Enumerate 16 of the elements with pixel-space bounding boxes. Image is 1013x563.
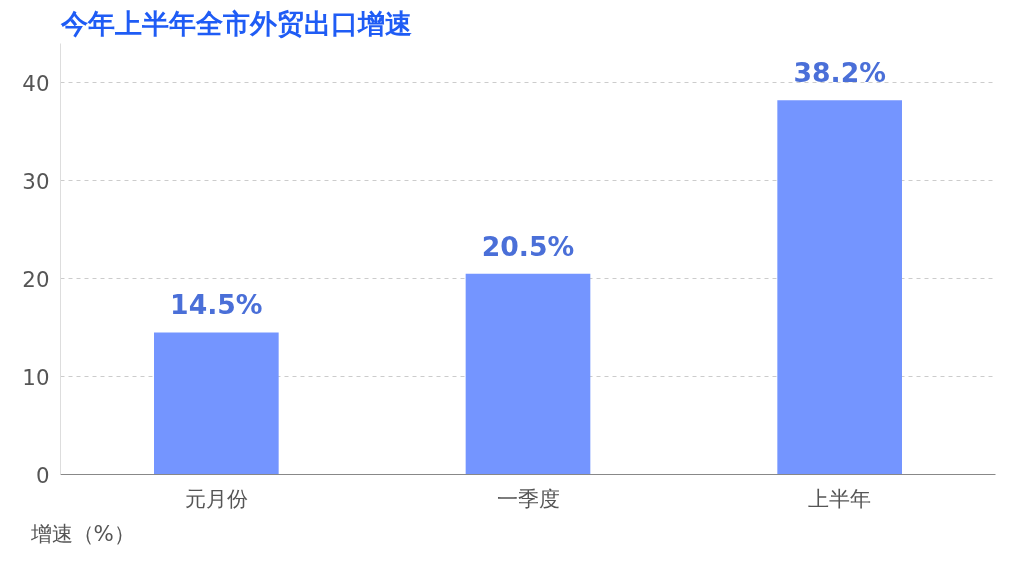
data-label: 20.5% bbox=[481, 230, 575, 262]
data-label: 14.5% bbox=[170, 289, 263, 321]
y-axis-title: 增速（%） bbox=[29, 520, 135, 546]
y-tick-label: 10 bbox=[22, 364, 50, 390]
bar bbox=[465, 273, 591, 475]
x-tick-label: 元月份 bbox=[184, 485, 248, 511]
bar bbox=[154, 332, 279, 475]
y-tick-label: 0 bbox=[35, 462, 50, 488]
y-tick-label: 30 bbox=[22, 168, 50, 194]
bar bbox=[777, 100, 902, 475]
y-tick-label: 20 bbox=[22, 266, 50, 292]
x-tick-label: 上半年 bbox=[808, 485, 872, 511]
x-tick-label: 一季度 bbox=[496, 485, 560, 511]
chart-title: 今年上半年全市外贸出口增速 bbox=[59, 7, 412, 39]
y-tick-label: 40 bbox=[22, 70, 50, 96]
data-label: 38.2% bbox=[793, 57, 886, 89]
